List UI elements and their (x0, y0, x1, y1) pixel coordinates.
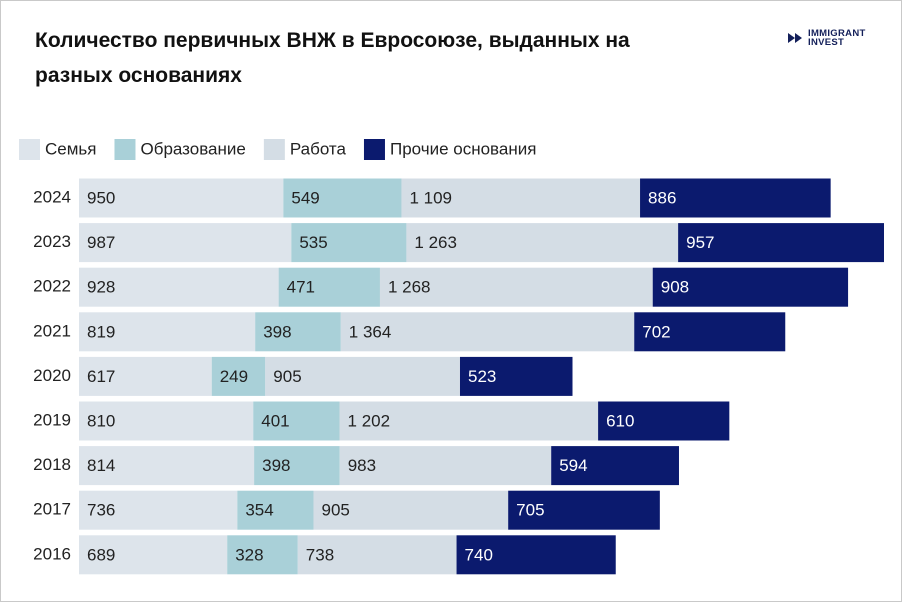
logo-icon (788, 33, 802, 43)
value-label: 810 (87, 411, 115, 430)
bar-segment (291, 223, 407, 263)
value-label: 987 (87, 233, 115, 252)
value-label: 950 (87, 188, 115, 207)
legend-swatch (19, 139, 40, 160)
bar-segment (598, 401, 730, 441)
bar-segment (79, 267, 279, 307)
bar-segment (79, 312, 256, 352)
bar-segment (297, 535, 457, 575)
logo: IMMIGRANT INVEST (787, 29, 866, 47)
y-tick-label: 2019 (33, 410, 71, 429)
bar-segment (227, 535, 298, 575)
value-label: 928 (87, 278, 115, 297)
bar-segment (551, 446, 679, 486)
value-label: 594 (559, 456, 587, 475)
bar-segment (652, 267, 849, 307)
value-label: 689 (87, 545, 115, 564)
bar-segment (79, 490, 238, 530)
value-label: 1 364 (349, 322, 392, 341)
bar-segment (456, 535, 616, 575)
value-label: 738 (306, 545, 334, 564)
value-label: 610 (606, 411, 634, 430)
legend-label: Семья (45, 139, 96, 158)
bar-segment (79, 178, 284, 218)
y-tick-label: 2017 (33, 500, 71, 519)
value-label: 1 263 (414, 233, 457, 252)
bar-segment (313, 490, 509, 530)
bar-segment (237, 490, 314, 530)
legend-swatch (114, 139, 136, 160)
bar-segment (254, 446, 340, 486)
value-label: 908 (661, 278, 689, 297)
bar-segment (79, 401, 254, 441)
value-label: 328 (235, 545, 263, 564)
value-label: 740 (465, 545, 493, 564)
logo-line: INVEST (808, 37, 845, 48)
legend-swatch (363, 139, 385, 160)
value-label: 617 (87, 367, 115, 386)
bar-segment (459, 356, 573, 396)
bar-segment (79, 535, 228, 575)
bar-segment (379, 267, 653, 307)
value-label: 814 (87, 456, 115, 475)
bar-segment (678, 223, 884, 263)
value-label: 819 (87, 322, 115, 341)
bar-segment (255, 312, 341, 352)
logo-line: IMMIGRANT (808, 28, 866, 39)
bar-segment (283, 178, 402, 218)
y-tick-label: 2024 (33, 187, 71, 206)
legend-label: Прочие основания (390, 139, 536, 158)
bar-segment (508, 490, 660, 530)
value-label: 398 (262, 456, 290, 475)
bar-segment (340, 312, 635, 352)
value-label: 523 (468, 367, 496, 386)
value-label: 705 (516, 501, 544, 520)
y-tick-label: 2018 (33, 455, 71, 474)
value-label: 905 (273, 367, 301, 386)
value-label: 354 (245, 501, 273, 520)
legend-label: Работа (290, 139, 347, 158)
value-label: 249 (220, 367, 248, 386)
bar-segment (79, 356, 212, 396)
y-tick-label: 2022 (33, 277, 71, 296)
value-label: 702 (642, 322, 670, 341)
value-label: 535 (299, 233, 327, 252)
value-label: 983 (348, 456, 376, 475)
value-label: 957 (686, 233, 714, 252)
legend-swatch (263, 139, 285, 160)
bar-segment (253, 401, 340, 441)
y-tick-label: 2020 (33, 366, 71, 385)
y-tick-label: 2023 (33, 232, 71, 251)
value-label: 736 (87, 501, 115, 520)
value-label: 401 (261, 411, 289, 430)
logo-text: IMMIGRANT INVEST (808, 28, 866, 48)
value-label: 905 (321, 501, 349, 520)
legend-label: Образование (140, 139, 245, 158)
bar-segment (339, 401, 599, 441)
bar-segment (79, 223, 292, 263)
bar-segment (265, 356, 460, 396)
bar-segment (640, 178, 831, 218)
bar-segment (634, 312, 786, 352)
chart-title: Количество первичных ВНЖ в Евросоюзе, вы… (35, 29, 630, 87)
value-label: 471 (287, 278, 315, 297)
value-label: 398 (263, 322, 291, 341)
bar-segment (406, 223, 679, 263)
bar-segment (79, 446, 255, 486)
value-label: 1 109 (409, 188, 452, 207)
y-tick-label: 2016 (33, 544, 71, 563)
y-tick-label: 2021 (33, 321, 71, 340)
bar-segment (278, 267, 380, 307)
bar-segment (401, 178, 641, 218)
value-label: 549 (291, 188, 319, 207)
value-label: 1 268 (388, 278, 431, 297)
bar-segment (211, 356, 266, 396)
bar-segment (339, 446, 552, 486)
value-label: 1 202 (348, 411, 391, 430)
value-label: 886 (648, 188, 676, 207)
